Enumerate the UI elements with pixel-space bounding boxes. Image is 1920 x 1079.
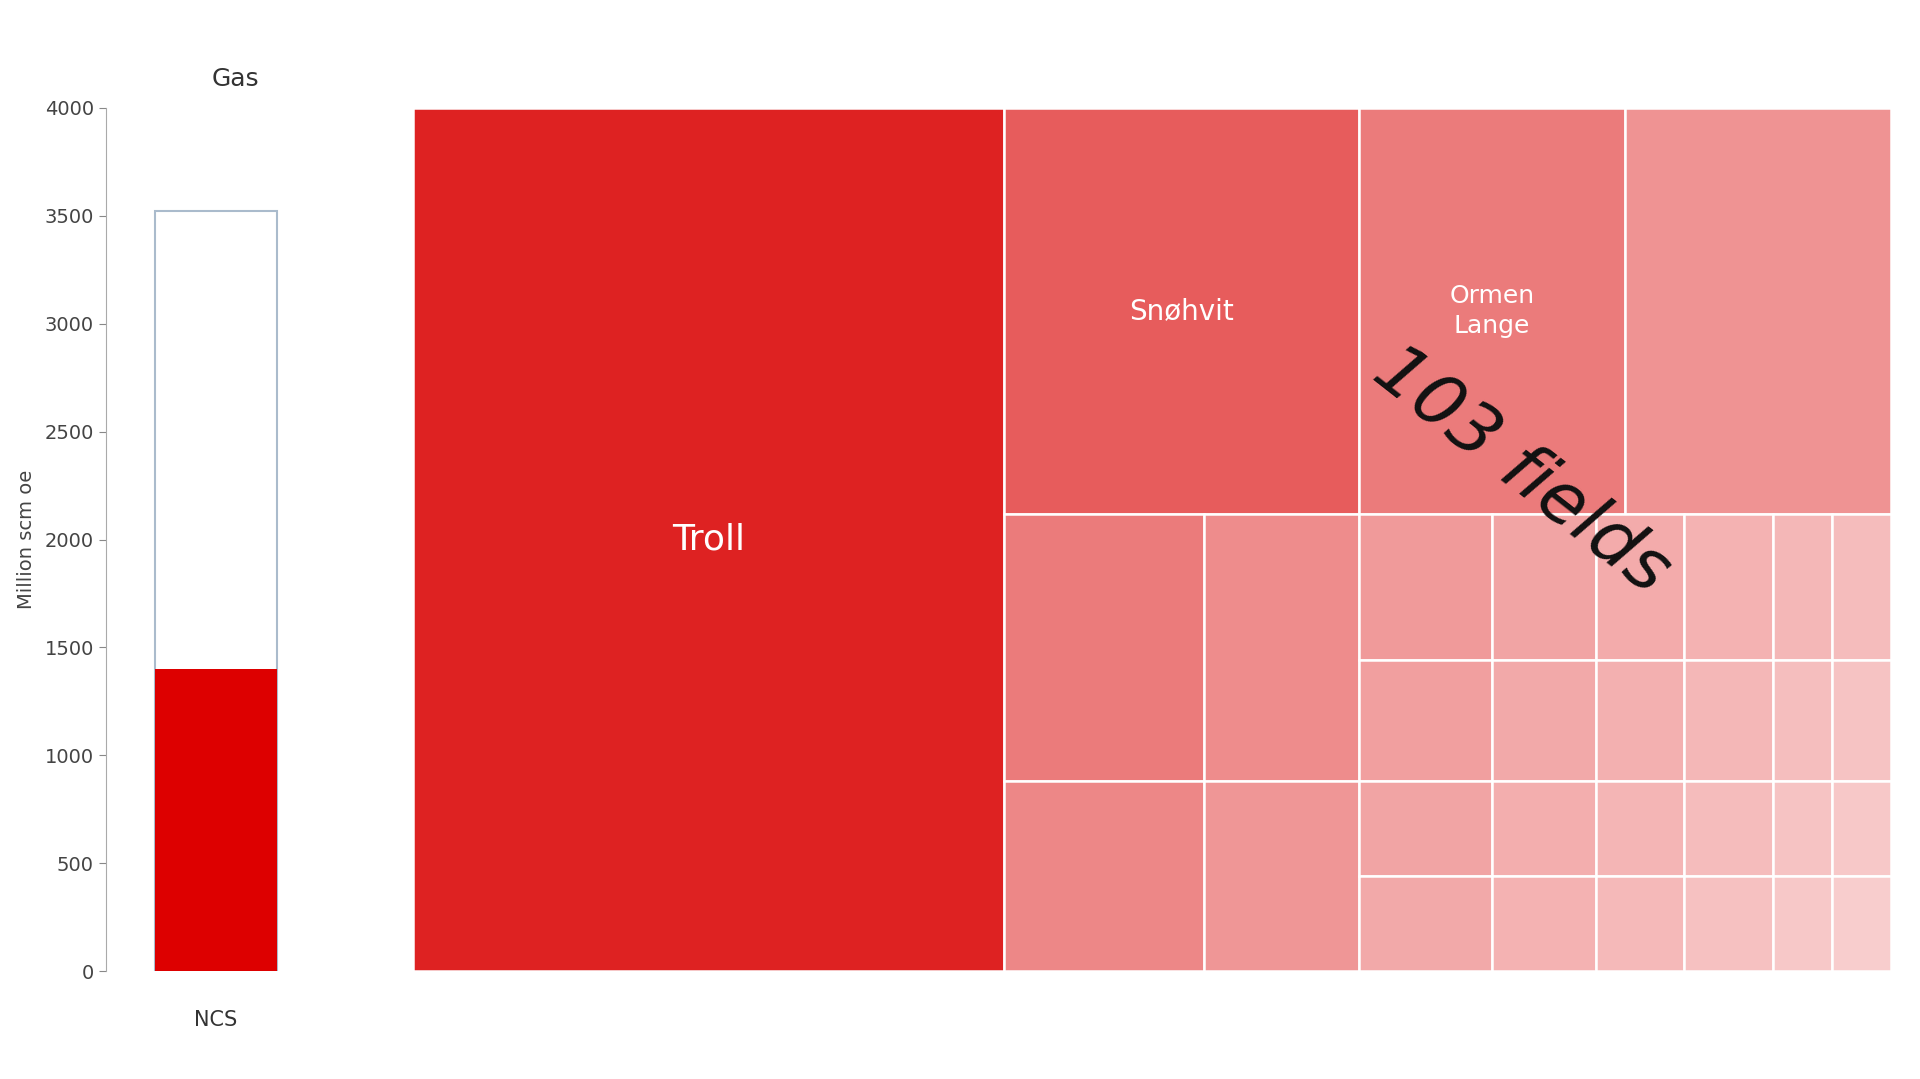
Bar (1624, 108, 1891, 514)
Bar (1772, 876, 1832, 971)
Bar (1204, 514, 1359, 781)
Bar (1596, 514, 1684, 660)
Bar (1832, 660, 1891, 781)
Text: Snøhvit: Snøhvit (1129, 297, 1235, 325)
Text: Troll: Troll (672, 522, 745, 557)
Text: NCS: NCS (194, 1010, 238, 1030)
Bar (1492, 876, 1596, 971)
Text: Ormen
Lange: Ormen Lange (1450, 284, 1534, 338)
Bar (1359, 781, 1492, 876)
Bar (156, 211, 276, 971)
Bar (1684, 781, 1772, 876)
Bar (1004, 108, 1359, 514)
Bar (1684, 514, 1772, 660)
Bar (1772, 514, 1832, 660)
Text: 103 fields: 103 fields (1361, 334, 1682, 606)
Bar (1684, 660, 1772, 781)
Bar (1359, 660, 1492, 781)
Bar (1492, 514, 1596, 660)
Bar (1684, 876, 1772, 971)
Bar (1596, 781, 1684, 876)
Bar (1359, 108, 1624, 514)
Bar (1492, 781, 1596, 876)
Bar (1832, 514, 1891, 660)
Bar (1492, 660, 1596, 781)
Bar (413, 108, 1004, 971)
Bar (1004, 514, 1204, 781)
Bar (1204, 781, 1359, 971)
Bar (1832, 876, 1891, 971)
Bar (1772, 781, 1832, 876)
Bar (1359, 876, 1492, 971)
Bar (1359, 514, 1492, 660)
Bar (1772, 660, 1832, 781)
Y-axis label: Million scm oe: Million scm oe (17, 469, 36, 610)
Bar (1832, 781, 1891, 876)
Bar (1004, 781, 1204, 971)
Text: Gas: Gas (211, 67, 259, 91)
Bar (156, 669, 276, 971)
Bar (1596, 660, 1684, 781)
Bar (1596, 876, 1684, 971)
